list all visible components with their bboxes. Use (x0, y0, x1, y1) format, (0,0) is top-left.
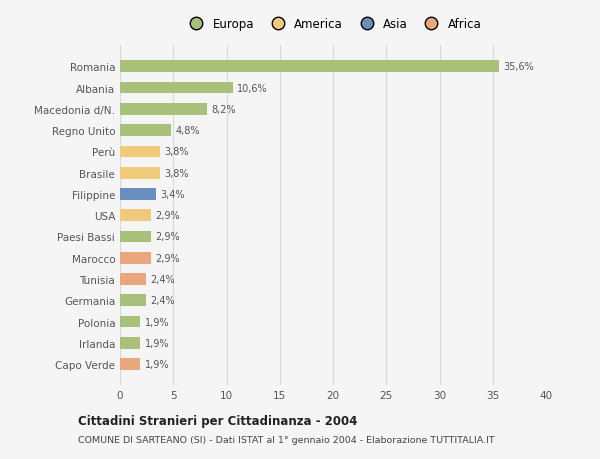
Bar (120, 337, 140, 349)
Text: 3,4%: 3,4% (160, 190, 185, 200)
Bar (120, 252, 151, 264)
Text: 3,8%: 3,8% (165, 147, 189, 157)
Bar (120, 168, 160, 179)
Bar (120, 104, 208, 116)
Text: 1,9%: 1,9% (145, 359, 169, 369)
Bar (120, 210, 151, 222)
Text: 2,9%: 2,9% (155, 232, 180, 242)
Bar (120, 125, 171, 137)
Text: 35,6%: 35,6% (503, 62, 534, 72)
Bar (120, 358, 140, 370)
Bar (120, 316, 140, 328)
Bar (120, 189, 156, 200)
Text: 2,4%: 2,4% (150, 296, 175, 306)
Text: 2,9%: 2,9% (155, 211, 180, 221)
Text: 3,8%: 3,8% (165, 168, 189, 178)
Text: 2,9%: 2,9% (155, 253, 180, 263)
Text: 1,9%: 1,9% (145, 317, 169, 327)
Bar (120, 231, 151, 243)
Bar (120, 83, 233, 94)
Bar (120, 295, 146, 307)
Text: COMUNE DI SARTEANO (SI) - Dati ISTAT al 1° gennaio 2004 - Elaborazione TUTTITALI: COMUNE DI SARTEANO (SI) - Dati ISTAT al … (78, 435, 494, 443)
Legend: Europa, America, Asia, Africa: Europa, America, Asia, Africa (184, 18, 482, 31)
Bar (120, 274, 146, 285)
Bar (120, 62, 499, 73)
Bar (120, 146, 160, 158)
Text: 1,9%: 1,9% (145, 338, 169, 348)
Text: 4,8%: 4,8% (175, 126, 200, 136)
Text: 8,2%: 8,2% (212, 105, 236, 115)
Text: Cittadini Stranieri per Cittadinanza - 2004: Cittadini Stranieri per Cittadinanza - 2… (78, 414, 358, 428)
Text: 10,6%: 10,6% (237, 84, 268, 93)
Text: 2,4%: 2,4% (150, 274, 175, 285)
